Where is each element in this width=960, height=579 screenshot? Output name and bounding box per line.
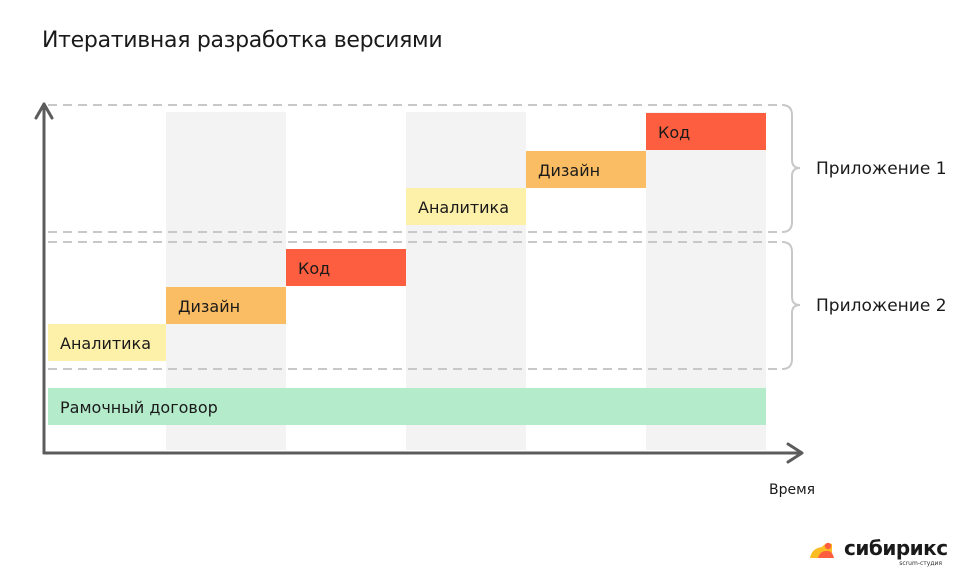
- group-label-app-2: Приложение 2: [816, 296, 947, 316]
- stage-bar-label: Дизайн: [178, 297, 240, 316]
- stage-bar-label: Аналитика: [60, 334, 151, 353]
- contract-bar-fill: [48, 388, 766, 425]
- x-axis-label: Время: [769, 482, 815, 498]
- group-guides: [48, 104, 782, 370]
- x-axis-arrow: [786, 442, 804, 464]
- page-title: Итеративная разработка версиями: [42, 28, 443, 53]
- brace-app-1: [781, 104, 801, 233]
- stage-bar-fill: [166, 287, 286, 324]
- brand-logo: сибирикс scrum-студия: [808, 536, 948, 572]
- group-braces: [781, 104, 801, 370]
- contract-bar: Рамочный договор: [48, 388, 766, 425]
- stage-bars: Аналитика Дизайн Код Аналитика Дизайн Код: [48, 113, 766, 361]
- logo-mark-icon: [810, 542, 834, 558]
- stage-bar-label: Код: [658, 123, 690, 142]
- y-axis-arrow: [34, 102, 54, 120]
- stage-bar-label: Аналитика: [418, 198, 509, 217]
- stage-bar-code-app-2: Код: [286, 249, 406, 286]
- stage-bar-fill: [286, 249, 406, 286]
- stage-bar-label: Код: [298, 259, 330, 278]
- stage-bar-fill: [526, 151, 646, 188]
- stage-bar-analytics-app-1: Аналитика: [406, 188, 526, 225]
- stage-bar-fill: [48, 324, 166, 361]
- brace-app-2: [781, 241, 801, 370]
- axes: [34, 102, 804, 464]
- stage-bar-design-app-1: Дизайн: [526, 151, 646, 188]
- stage-bar-fill: [406, 188, 526, 225]
- stage-bar-code-app-1: Код: [646, 113, 766, 150]
- contract-bar-label: Рамочный договор: [60, 398, 218, 417]
- stage-bar-design-app-2: Дизайн: [166, 287, 286, 324]
- stage-bar-fill: [646, 113, 766, 150]
- stage-bar-label: Дизайн: [538, 161, 600, 180]
- logo-wordmark: сибирикс: [844, 536, 948, 560]
- logo-tagline: scrum-студия: [899, 560, 942, 567]
- stage-bar-analytics-app-2: Аналитика: [48, 324, 166, 361]
- group-label-app-1: Приложение 1: [816, 159, 947, 179]
